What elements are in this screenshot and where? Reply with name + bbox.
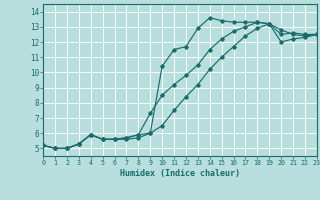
X-axis label: Humidex (Indice chaleur): Humidex (Indice chaleur)	[120, 169, 240, 178]
